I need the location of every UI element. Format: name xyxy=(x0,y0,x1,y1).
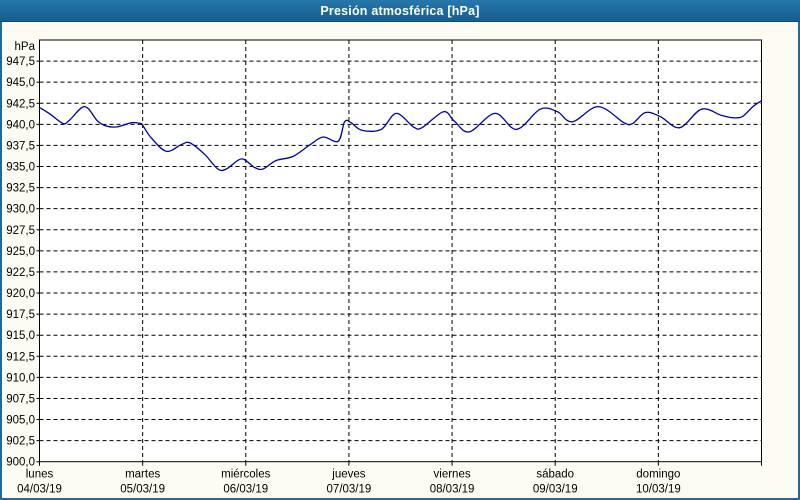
y-tick-label: 915,0 xyxy=(6,330,35,342)
x-tick-day-label: martes xyxy=(125,469,160,481)
y-tick-label: 932,5 xyxy=(6,183,35,195)
x-tick-day-label: domingo xyxy=(636,469,680,481)
y-tick-label: 905,0 xyxy=(6,415,35,427)
x-tick-date-label: 06/03/19 xyxy=(223,484,268,496)
x-tick-day-label: sábado xyxy=(536,469,574,481)
y-tick-label: 927,5 xyxy=(6,225,35,237)
y-tick-label: 935,0 xyxy=(6,162,35,174)
y-tick-label: 922,5 xyxy=(6,267,35,279)
chart-area: hPa 947,5 945,0 942,5 940,0 937,5 935,0 932,5 9… xyxy=(0,22,800,500)
x-tick-date-label: 04/03/19 xyxy=(17,484,62,496)
y-tick-label: 942,5 xyxy=(6,98,35,110)
plot-border xyxy=(39,39,762,463)
x-tick-date-label: 09/03/19 xyxy=(533,484,578,496)
y-tick-label: 930,0 xyxy=(6,204,35,216)
y-tick-label: 900,0 xyxy=(6,457,35,469)
x-tick-day-label: viernes xyxy=(434,469,471,481)
x-tick-date-label: 10/03/19 xyxy=(636,484,681,496)
y-tick-label: 925,0 xyxy=(6,246,35,258)
pressure-chart-plot: 947,5 945,0 942,5 940,0 937,5 935,0 932,5 930,0… xyxy=(6,39,763,496)
x-tick-date-label: 08/03/19 xyxy=(430,484,475,496)
x-tick-day-label: miércoles xyxy=(221,469,270,481)
y-tick-label: 910,0 xyxy=(6,372,35,384)
x-tick-date-label: 05/03/19 xyxy=(120,484,165,496)
y-tick-label: 940,0 xyxy=(6,119,35,131)
x-tick-date-label: 07/03/19 xyxy=(327,484,372,496)
y-tick-label: 920,0 xyxy=(6,288,35,300)
y-tick-label: 937,5 xyxy=(6,140,35,152)
y-axis-unit-label: hPa xyxy=(14,41,35,53)
y-tick-label: 917,5 xyxy=(6,309,35,321)
x-tick-day-label: jueves xyxy=(331,469,365,481)
y-tick-label: 912,5 xyxy=(6,351,35,363)
chart-title: Presión atmosférica [hPa] xyxy=(320,3,480,18)
pressure-line xyxy=(38,100,763,172)
x-tick-day-label: lunes xyxy=(26,469,54,481)
y-tick-label: 947,5 xyxy=(6,56,35,68)
chart-title-bar: Presión atmosférica [hPa] xyxy=(0,0,800,22)
y-tick-label: 907,5 xyxy=(6,393,35,405)
y-tick-label: 902,5 xyxy=(6,436,35,448)
y-tick-label: 945,0 xyxy=(6,77,35,89)
